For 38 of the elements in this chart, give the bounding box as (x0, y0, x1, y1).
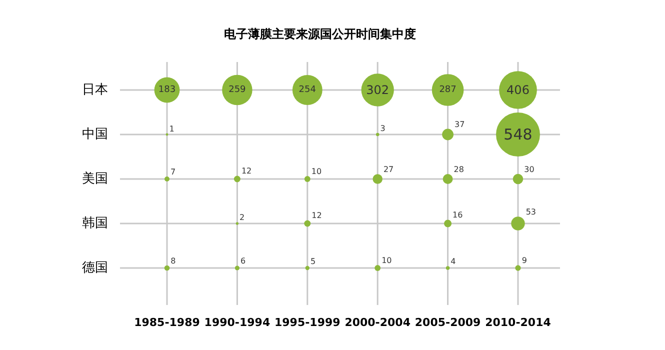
data-label: 548 (504, 126, 532, 144)
data-label: 8 (170, 256, 176, 266)
data-label: 7 (170, 168, 176, 177)
data-label: 1 (169, 124, 174, 134)
x-tick-label: 2005-2009 (414, 316, 481, 329)
data-label: 27 (383, 165, 394, 174)
data-label: 16 (452, 210, 463, 220)
y-tick-label: 德国 (82, 260, 108, 276)
data-label: 287 (439, 85, 456, 95)
y-tick-label: 美国 (82, 170, 108, 186)
chart-title: 电子薄膜主要来源国公开时间集中度 (224, 27, 416, 41)
data-label: 37 (454, 120, 465, 129)
data-label: 4 (450, 257, 456, 266)
x-tick-label: 2010-2014 (485, 316, 552, 329)
y-tick-label: 日本 (82, 82, 108, 98)
data-label: 9 (522, 256, 527, 266)
data-label: 12 (241, 166, 252, 176)
data-label: 6 (240, 256, 246, 266)
data-label: 10 (382, 256, 392, 266)
x-tick-label: 2000-2004 (344, 316, 411, 329)
data-label: 302 (366, 83, 390, 97)
y-tick-label: 中国 (82, 127, 108, 142)
data-label: 30 (524, 164, 534, 174)
data-label: 53 (526, 208, 536, 217)
x-tick-label: 1990-1994 (204, 316, 270, 329)
x-tick-label: 1995-1999 (274, 316, 340, 329)
y-tick-label: 韩国 (82, 216, 108, 231)
data-label: 406 (506, 83, 530, 97)
data-label: 12 (312, 211, 322, 220)
x-tick-label: 1985-1989 (134, 316, 200, 329)
data-label: 28 (454, 165, 464, 174)
data-label: 183 (158, 85, 176, 95)
data-label: 2 (240, 213, 245, 222)
data-label: 3 (380, 124, 386, 133)
data-label: 5 (310, 256, 316, 266)
data-label: 259 (228, 85, 246, 95)
data-label: 10 (311, 167, 322, 176)
data-label: 254 (298, 85, 316, 95)
